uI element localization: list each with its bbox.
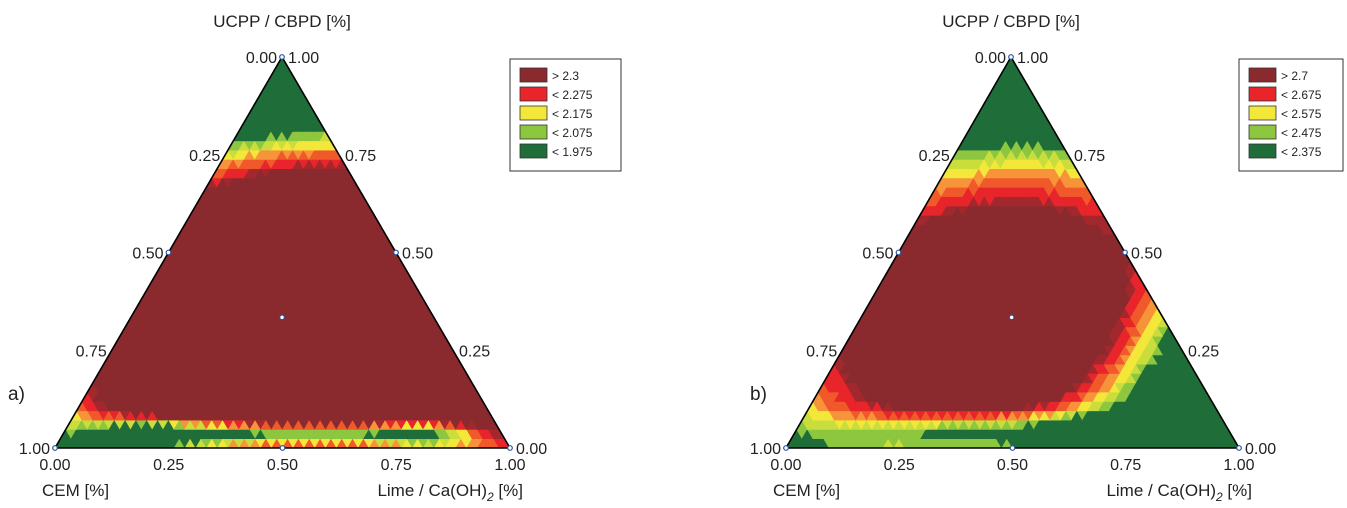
legend-label: < 2.375 [1281,145,1322,159]
left-edge-tick: 1.00 [19,441,50,458]
right-edge-tick: 0.75 [1074,148,1105,165]
right-edge-tick: 0.25 [459,343,490,360]
legend-swatch [519,86,548,102]
design-point [507,445,513,451]
axis-title-left: CEM [%] [42,481,109,500]
design-point [1236,445,1242,451]
left-edge-tick: 0.25 [189,148,220,165]
design-point [393,249,399,256]
ternary-plot-a: UCPP / CBPD [%] CEM [%] Lime / Ca(OH)2 [%]… [0,0,673,508]
left-edge-tick: 0.50 [862,246,893,263]
right-edge-tick: 0.75 [345,148,376,165]
left-edge-tick: 0.75 [806,343,837,360]
design-point [165,249,172,256]
design-point [783,445,789,451]
legend-label: < 2.175 [552,107,593,121]
design-point [1009,445,1016,451]
ternary-plot-b-svg: UCPP / CBPD [%] CEM [%] Lime / Ca(OH)2 [%]… [750,12,1344,504]
legend-label: < 2.475 [1281,126,1322,140]
legend-label: > 2.3 [552,69,579,83]
left-edge-tick: 0.50 [132,246,163,263]
bottom-edge-tick: 0.75 [1110,457,1141,474]
legend-label: > 2.7 [1281,69,1308,83]
right-edge-tick: 0.00 [1245,441,1276,458]
design-point [1008,314,1015,321]
axis-title-right: Lime / Ca(OH)2 [%] [377,481,523,504]
bottom-edge-tick: 0.50 [267,457,298,474]
axis-title-top: UCPP / CBPD [%] [942,12,1080,31]
left-edge-tick: 0.25 [919,148,950,165]
right-edge-tick: 0.25 [1188,343,1219,360]
design-point [895,249,902,256]
legend-swatch [1248,67,1277,83]
axis-title-top: UCPP / CBPD [%] [213,12,351,31]
axis-title-left: CEM [%] [773,481,840,500]
legend-label: < 2.075 [552,126,593,140]
bottom-edge-tick: 0.25 [153,457,184,474]
bottom-edge-tick: 0.50 [997,457,1028,474]
left-edge-tick: 1.00 [750,441,781,458]
legend-label: < 1.975 [552,145,593,159]
legend-label: < 2.275 [552,88,593,102]
legend-swatch [519,67,548,83]
legend-swatch [1248,105,1277,121]
left-edge-tick: 0.00 [246,50,277,67]
design-point [279,54,285,60]
legend-swatch [519,105,548,121]
bottom-edge-tick: 0.75 [381,457,412,474]
legend-swatch [519,124,548,140]
design-point [1008,54,1014,60]
axis-title-right: Lime / Ca(OH)2 [%] [1106,481,1252,504]
right-edge-tick: 1.00 [1017,50,1048,67]
right-edge-tick: 0.50 [1131,246,1162,263]
panel-label: b) [750,384,767,405]
legend-swatch [1248,86,1277,102]
ternary-plot-a-svg: UCPP / CBPD [%] CEM [%] Lime / Ca(OH)2 [%]… [8,12,622,504]
design-point [1122,249,1128,256]
bottom-edge-tick: 0.25 [884,457,915,474]
bottom-edge-tick: 0.00 [770,457,801,474]
design-point [279,445,286,451]
ternary-plot-b: UCPP / CBPD [%] CEM [%] Lime / Ca(OH)2 [%]… [673,0,1346,508]
panel-label: a) [8,384,25,405]
legend-swatch [519,143,548,159]
legend-swatch [1248,124,1277,140]
bottom-edge-tick: 0.00 [39,457,70,474]
bottom-edge-tick: 1.00 [1223,457,1254,474]
left-edge-tick: 0.00 [975,50,1006,67]
right-edge-tick: 0.50 [402,246,433,263]
legend-label: < 2.575 [1281,107,1322,121]
legend-swatch [1248,143,1277,159]
legend-label: < 2.675 [1281,88,1322,102]
left-edge-tick: 0.75 [76,343,107,360]
design-point [52,445,58,451]
right-edge-tick: 1.00 [288,50,319,67]
bottom-edge-tick: 1.00 [494,457,525,474]
right-edge-tick: 0.00 [516,441,547,458]
design-point [279,314,285,321]
